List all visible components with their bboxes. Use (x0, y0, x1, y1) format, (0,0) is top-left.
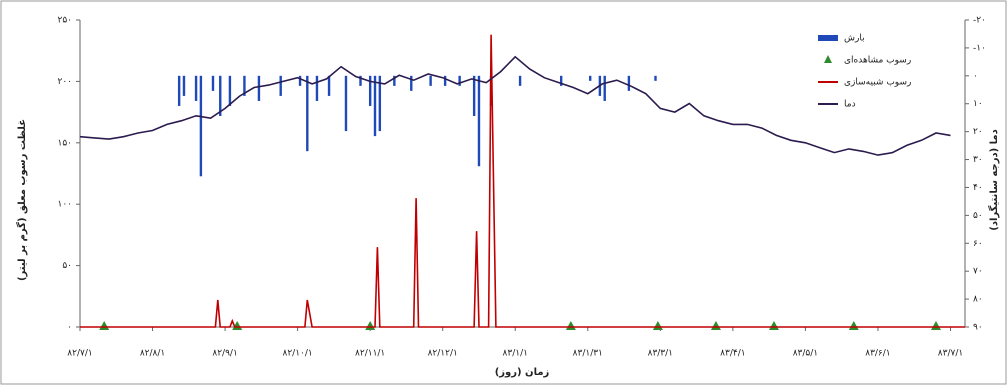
legend-swatch (818, 35, 838, 41)
precip-bar (279, 75, 282, 96)
precip-bar (458, 75, 461, 86)
y-tick-label: ۱۰۰ (57, 200, 72, 210)
precip-bar (194, 75, 198, 101)
precip-bar (359, 75, 362, 86)
x-tick-label: ۸۳/۴/۱ (720, 349, 745, 359)
precip-bar (429, 75, 432, 86)
y-tick-label: ۲۰۰ (57, 77, 72, 87)
series-line (79, 55, 951, 156)
precip-bar (211, 75, 215, 91)
y-tick-label: ۲۵۰ (57, 16, 72, 26)
x-tick-label: ۸۲/۷/۱ (67, 349, 92, 359)
y2-tick-label: ۰ (973, 71, 978, 81)
precip-bar (393, 75, 396, 86)
precip-bar (472, 75, 476, 117)
legend-swatch (824, 55, 832, 63)
precip-bar (228, 75, 232, 106)
y2-tick-label: ۵۰ (973, 211, 983, 221)
y2-tick-label: -۱۰ (973, 43, 986, 53)
y2-tick-label: ۹۰ (973, 323, 983, 333)
x-axis-title: زمان (روز) (495, 367, 550, 378)
precip-bar (344, 75, 348, 132)
precip-bar (518, 75, 522, 86)
x-tick-label: ۸۲/۸/۱ (140, 349, 165, 359)
precip-bar (306, 75, 309, 152)
precip-bar (410, 75, 413, 91)
y2-tick-label: ۱۰ (973, 99, 983, 109)
y2-tick-label: ۲۰ (973, 127, 983, 137)
precip-bar (378, 75, 382, 132)
precip-bar (298, 75, 302, 86)
y-tick-label: ۱۵۰ (57, 138, 72, 148)
precip-bar (477, 75, 481, 167)
y-tick-label: ۰ (67, 323, 72, 333)
y2-tick-label: -۲۰ (973, 16, 986, 26)
x-tick-label: ۸۲/۹/۱ (212, 349, 237, 359)
legend-label: رسوب شبیه‌سازی (844, 78, 911, 88)
legend-label: رسوب مشاهده‌ای (844, 56, 911, 66)
precip-bar (603, 75, 606, 101)
precip-bar (327, 75, 331, 96)
x-tick-label: ۸۳/۱/۱ (503, 349, 528, 359)
x-tick-label: ۸۳/۳/۱ (648, 349, 673, 359)
precip-bar (243, 75, 246, 96)
x-tick-label: ۸۲/۱۰/۱ (283, 349, 313, 359)
precip-bar (373, 75, 377, 137)
precip-bar (589, 75, 592, 81)
legend-label: بارش (844, 34, 865, 44)
precip-bar (627, 75, 631, 91)
x-tick-label: ۸۳/۷/۱ (938, 349, 963, 359)
precip-bar (219, 75, 222, 117)
y2-tick-label: ۴۰ (973, 183, 983, 193)
precip-bar (315, 75, 319, 101)
y2-tick-label: ۸۰ (973, 295, 983, 305)
legend-label: دما (844, 100, 856, 110)
precip-bar (368, 75, 372, 106)
precip-bar (177, 75, 181, 106)
y2-tick-label: ۷۰ (973, 267, 983, 277)
precip-bar (654, 75, 657, 81)
precip-bar (182, 75, 186, 96)
precip-bar (199, 75, 203, 177)
x-tick-label: ۸۲/۱۲/۱ (428, 349, 458, 359)
x-tick-label: ۸۲/۱۱/۱ (355, 349, 385, 359)
precip-bar (559, 75, 563, 86)
y2-tick-label: ۳۰ (973, 155, 983, 165)
y-axis-title: غلظت رسوب معلق (گرم بر لیتر) (15, 119, 28, 281)
x-tick-label: ۸۳/۵/۱ (793, 349, 818, 359)
y-tick-label: ۵۰ (62, 261, 72, 271)
y2-tick-label: ۶۰ (973, 239, 983, 249)
series-line (80, 34, 965, 328)
x-tick-label: ۸۳/۶/۱ (865, 349, 890, 359)
x-tick-label: ۸۳/۱/۳۱ (573, 349, 603, 359)
precip-bar (257, 75, 261, 101)
precip-bar (443, 75, 447, 86)
y2-axis-title: دما (درجه سانتیگراد) (987, 129, 1000, 230)
